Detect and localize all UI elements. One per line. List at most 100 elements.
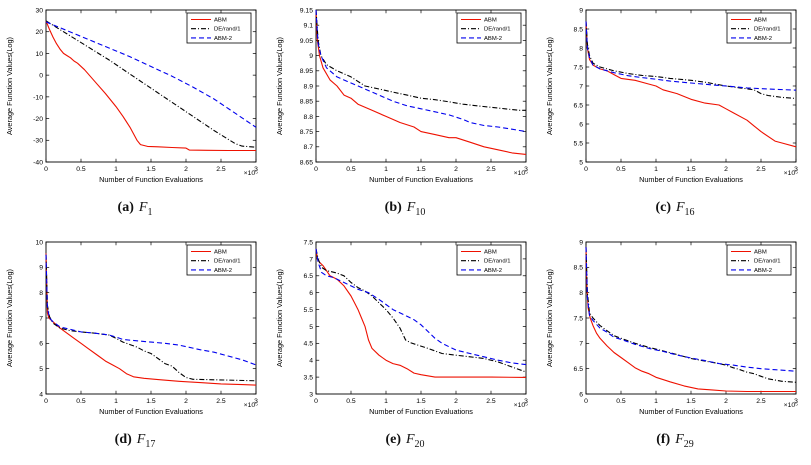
caption-subscript: 1 [147, 206, 153, 218]
svg-text:0.5: 0.5 [616, 166, 626, 173]
svg-text:2: 2 [724, 398, 728, 405]
svg-text:6: 6 [579, 121, 583, 128]
svg-text:×10⁵: ×10⁵ [784, 402, 799, 409]
chart-f10: 0 0.5 1 1.5 2 2.5 3 8.65 8.7 8.75 8.8 8.85 8.9 8.95 9 9… [275, 7, 529, 184]
svg-text:ABM-2: ABM-2 [754, 36, 772, 42]
subfig-caption-e: (e) F20 [270, 432, 540, 450]
svg-text:DE/rand/1: DE/rand/1 [214, 27, 241, 33]
caption-function-symbol: F [675, 200, 685, 215]
svg-text:7: 7 [579, 83, 583, 90]
svg-text:3: 3 [524, 398, 528, 405]
svg-text:9: 9 [579, 239, 583, 246]
chart-f16: 0 0.5 1 1.5 2 2.5 3 5 5.5 6 6.5 7 7.5 8 8.5 9 Number of … [545, 7, 798, 184]
caption-label: (a) [117, 200, 134, 215]
subfigure-d: 0 0.5 1 1.5 2 2.5 3 4 5 6 7 8 9 10 Number of Function … [0, 232, 270, 464]
svg-text:8: 8 [579, 290, 583, 297]
svg-text:3: 3 [309, 391, 313, 398]
caption-subscript: 29 [683, 438, 694, 450]
svg-text:×10⁵: ×10⁵ [514, 170, 529, 177]
caption-function-symbol: F [675, 432, 684, 447]
svg-text:-40: -40 [33, 159, 43, 166]
svg-text:5: 5 [579, 159, 583, 166]
svg-text:×10⁵: ×10⁵ [244, 402, 259, 409]
svg-text:Number of Function Evaluations: Number of Function Evaluations [639, 407, 743, 416]
svg-text:9.05: 9.05 [300, 38, 313, 45]
caption-function-symbol: F [405, 432, 415, 447]
subfigure-e: 0 0.5 1 1.5 2 2.5 3 3 3.5 4 4.5 5 5.5 6 6.5 7 7.5 Number … [270, 232, 540, 464]
svg-text:ABM: ABM [214, 250, 227, 256]
svg-text:0: 0 [44, 166, 48, 173]
svg-text:1.5: 1.5 [686, 398, 696, 405]
svg-text:8.5: 8.5 [574, 26, 584, 33]
svg-text:1.5: 1.5 [416, 166, 426, 173]
subfigure-c: 0 0.5 1 1.5 2 2.5 3 5 5.5 6 6.5 7 7.5 8 8.5 9 Number of … [540, 0, 810, 232]
svg-text:6: 6 [39, 341, 43, 348]
svg-text:9: 9 [579, 7, 583, 14]
svg-text:0: 0 [584, 166, 588, 173]
svg-text:0.5: 0.5 [346, 166, 356, 173]
svg-text:7.5: 7.5 [574, 315, 584, 322]
caption-function-symbol: F [138, 200, 148, 215]
caption-subscript: 16 [684, 206, 695, 218]
svg-text:3: 3 [254, 166, 258, 173]
svg-text:DE/rand/1: DE/rand/1 [754, 259, 781, 265]
svg-text:-30: -30 [33, 138, 43, 145]
svg-text:Number of Function Evaluations: Number of Function Evaluations [639, 175, 743, 184]
subfig-caption-c: (c) F16 [540, 200, 810, 218]
svg-text:30: 30 [35, 7, 43, 14]
caption-label: (d) [114, 432, 132, 447]
svg-text:8.9: 8.9 [304, 83, 314, 90]
svg-text:1.5: 1.5 [146, 166, 156, 173]
svg-text:3: 3 [794, 166, 798, 173]
svg-text:0.5: 0.5 [76, 398, 86, 405]
svg-text:ABM: ABM [214, 18, 227, 24]
subfig-caption-f: (f) F29 [540, 432, 810, 450]
svg-text:2: 2 [454, 166, 458, 173]
svg-text:4: 4 [309, 358, 313, 365]
subfigure-a: 0 0.5 1 1.5 2 2.5 3 -40 -30 -20 -10 0 10 20 30 Number o… [0, 0, 270, 232]
svg-text:Average Function Values(Log): Average Function Values(Log) [5, 269, 14, 367]
svg-text:8.75: 8.75 [300, 129, 313, 136]
svg-text:ABM-2: ABM-2 [484, 268, 502, 274]
svg-text:8.65: 8.65 [300, 159, 313, 166]
caption-subscript: 20 [414, 438, 425, 450]
caption-label: (f) [656, 432, 671, 447]
caption-label: (e) [385, 432, 401, 447]
svg-text:8.7: 8.7 [304, 144, 314, 151]
svg-text:0.5: 0.5 [616, 398, 626, 405]
caption-subscript: 17 [145, 438, 156, 450]
svg-text:Average Function Values(Log): Average Function Values(Log) [545, 37, 554, 135]
svg-text:7.5: 7.5 [574, 64, 584, 71]
svg-text:10: 10 [35, 51, 43, 58]
svg-text:DE/rand/1: DE/rand/1 [484, 27, 511, 33]
svg-text:DE/rand/1: DE/rand/1 [754, 27, 781, 33]
svg-text:8: 8 [39, 290, 43, 297]
svg-text:5.5: 5.5 [304, 307, 314, 314]
svg-text:0.5: 0.5 [346, 398, 356, 405]
chart-f29: 0 0.5 1 1.5 2 2.5 3 6 6.5 7 7.5 8 8.5 9 Number of Func… [545, 239, 799, 416]
svg-text:9.1: 9.1 [304, 23, 314, 30]
chart-f1: 0 0.5 1 1.5 2 2.5 3 -40 -30 -20 -10 0 10 20 30 Number o… [5, 7, 258, 184]
svg-text:0: 0 [314, 398, 318, 405]
svg-text:×10⁵: ×10⁵ [514, 402, 529, 409]
svg-text:ABM-2: ABM-2 [214, 268, 232, 274]
svg-text:1: 1 [114, 398, 118, 405]
svg-text:-20: -20 [33, 116, 43, 123]
svg-text:4.5: 4.5 [304, 341, 314, 348]
svg-text:4: 4 [39, 391, 43, 398]
svg-text:3: 3 [794, 398, 798, 405]
svg-text:0: 0 [584, 398, 588, 405]
svg-text:2.5: 2.5 [486, 398, 496, 405]
subfigure-b: 0 0.5 1 1.5 2 2.5 3 8.65 8.7 8.75 8.8 8.85 8.9 8.95 9 9… [270, 0, 540, 232]
chart-f20: 0 0.5 1 1.5 2 2.5 3 3 3.5 4 4.5 5 5.5 6 6.5 7 7.5 Number … [275, 239, 529, 416]
svg-text:1: 1 [654, 166, 658, 173]
svg-text:5: 5 [39, 366, 43, 373]
svg-text:2: 2 [724, 166, 728, 173]
svg-text:Number of Function Evaluations: Number of Function Evaluations [99, 407, 203, 416]
svg-text:7.5: 7.5 [304, 239, 314, 246]
svg-text:1.5: 1.5 [686, 166, 696, 173]
svg-text:6.5: 6.5 [574, 102, 584, 109]
svg-text:10: 10 [35, 239, 43, 246]
svg-text:2: 2 [184, 398, 188, 405]
